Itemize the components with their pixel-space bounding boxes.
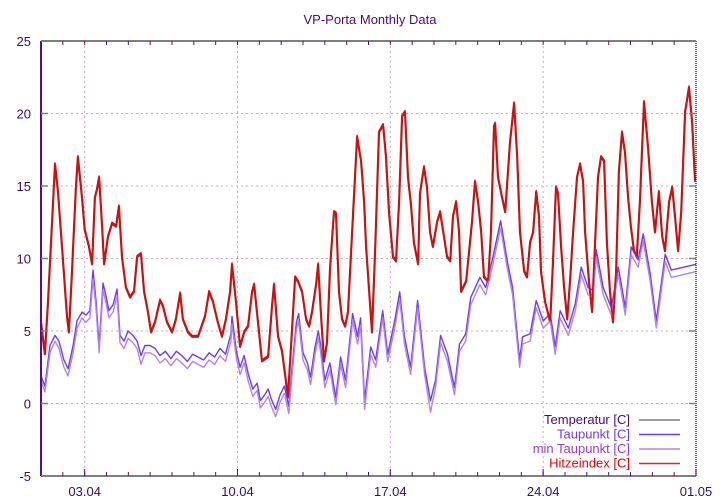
x-tick-label: 10.04: [221, 484, 254, 499]
x-tick-label: 17.04: [374, 484, 407, 499]
x-tick-label: 01.05: [680, 484, 713, 499]
legend-label-min-taupunkt: min Taupunkt [C]: [533, 441, 630, 456]
legend: Temperatur [C]Taupunkt [C]min Taupunkt […: [533, 412, 680, 471]
legend-label-taupunkt: Taupunkt [C]: [557, 427, 630, 442]
series-line-min-taupunkt: [40, 227, 697, 418]
y-tick-label: 25: [17, 34, 31, 49]
legend-label-temperatur: Temperatur [C]: [544, 412, 630, 427]
y-tick-label: 0: [24, 397, 31, 412]
y-tick-label: -5: [19, 469, 31, 484]
y-axis-ticks: -5 0 5 10 15 20 25: [17, 34, 696, 484]
x-tick-label: 03.04: [68, 484, 101, 499]
legend-label-hitzeindex: Hitzeindex [C]: [549, 456, 630, 471]
series-line-hitzeindex: [40, 85, 696, 397]
series-lines: [39, 85, 697, 418]
x-axis-ticks: 03.04 10.04 17.04 24.04 01.05: [62, 41, 713, 499]
x-tick-label: 24.04: [527, 484, 560, 499]
y-tick-label: 10: [17, 252, 31, 267]
y-tick-label: 5: [24, 324, 31, 339]
series-line-taupunkt: [40, 220, 697, 410]
y-tick-label: 20: [17, 107, 31, 122]
chart-title: VP-Porta Monthly Data: [304, 12, 438, 27]
y-tick-label: 15: [17, 179, 31, 194]
